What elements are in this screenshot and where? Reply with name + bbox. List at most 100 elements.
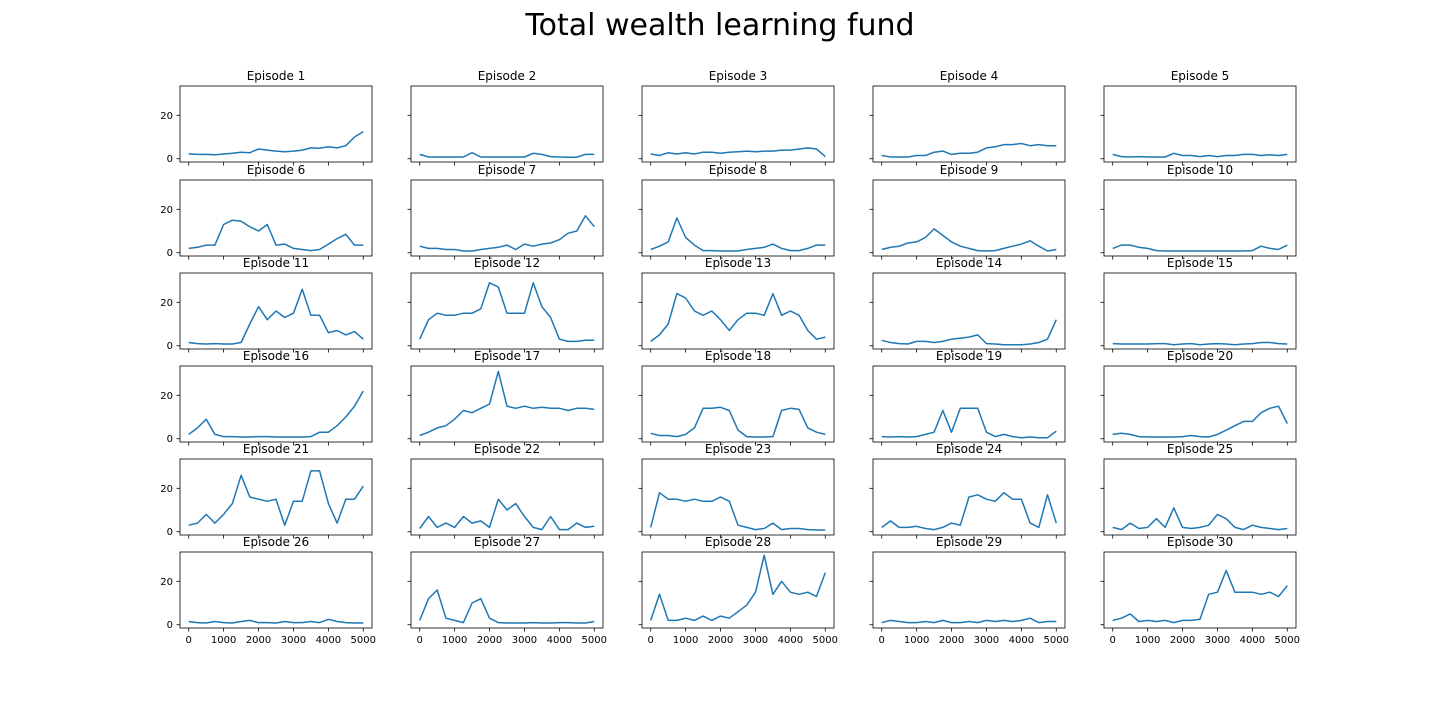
series-line [188,130,364,156]
x-tick-label: 2000 [246,635,271,646]
subplot: Episode 14 [869,256,1066,353]
subplot: Episode 12 [407,256,604,353]
series-line [881,142,1057,158]
y-tick-label: 20 [160,111,173,122]
subplot: Episode 20 [1100,349,1297,446]
axes-frame [872,179,1066,257]
x-tick-label: 0 [417,635,423,646]
subplot-title: Episode 12 [474,256,540,270]
subplot: Episode 24 [869,442,1066,539]
x-tick-label: 2000 [477,635,502,646]
subplot: Episode 9 [869,163,1066,260]
axes-frame [179,365,373,443]
y-tick-label: 0 [167,434,173,445]
subplot: Episode 22 [407,442,604,539]
axes-frame [641,365,835,443]
subplot: Episode 3 [638,69,835,166]
x-tick-label: 3000 [512,635,537,646]
x-tick-label: 2000 [1170,635,1195,646]
subplot: Episode 18 [638,349,835,446]
subplot-title: Episode 21 [243,442,309,456]
subplot-title: Episode 13 [705,256,771,270]
axes-frame [179,179,373,257]
subplot: Episode 6 0 20 [160,163,373,260]
axes-frame [410,85,604,163]
x-tick-label: 1000 [211,635,236,646]
series-line [1112,341,1288,346]
series-line [881,228,1057,252]
subplot: Episode 23 [638,442,835,539]
series-line [1112,569,1288,624]
subplot-title: Episode 5 [1171,69,1230,83]
x-tick-label: 1000 [904,635,929,646]
subplot-title: Episode 26 [243,535,309,549]
axes-frame [872,85,1066,163]
axes-frame [641,458,835,536]
subplot-title: Episode 10 [1167,163,1233,177]
subplot: Episode 19 [869,349,1066,446]
subplot-title: Episode 28 [705,535,771,549]
axes-frame [641,272,835,350]
subplot: Episode 17 [407,349,604,446]
series-line [188,618,364,624]
y-tick-label: 20 [160,484,173,495]
subplot-title: Episode 14 [936,256,1002,270]
x-tick-label: 4000 [547,635,572,646]
x-tick-label: 4000 [778,635,803,646]
subplot: Episode 13 [638,256,835,353]
subplot: Episode 15 [1100,256,1297,353]
x-tick-label: 1000 [442,635,467,646]
y-tick-label: 0 [167,341,173,352]
subplot-title: Episode 16 [243,349,309,363]
series-line [419,151,595,158]
subplot-title: Episode 1 [247,69,306,83]
series-line [419,589,595,624]
subplot-title: Episode 15 [1167,256,1233,270]
x-tick-label: 3000 [281,635,306,646]
series-line [419,498,595,531]
axes-frame [1103,85,1297,163]
x-tick-label: 1000 [673,635,698,646]
subplot-title: Episode 11 [243,256,309,270]
subplot: Episode 28 0 1000 2000 3000 4000 5000 [638,535,838,646]
subplot-title: Episode 17 [474,349,540,363]
series-line [188,390,364,438]
series-line [881,319,1057,346]
subplot: Episode 1 0 20 [160,69,373,166]
x-tick-label: 3000 [1205,635,1230,646]
axes-frame [410,551,604,629]
y-tick-label: 20 [160,391,173,402]
axes-frame [179,85,373,163]
series-line [881,491,1058,531]
subplot-title: Episode 23 [705,442,771,456]
series-line [649,554,827,622]
subplot-title: Episode 6 [247,163,306,177]
subplot: Episode 5 [1100,69,1297,166]
axes-frame [410,179,604,257]
x-tick-label: 4000 [1240,635,1265,646]
subplot-title: Episode 19 [936,349,1002,363]
series-line [1112,152,1288,158]
x-tick-label: 2000 [939,635,964,646]
subplot-title: Episode 22 [474,442,540,456]
subplot: Episode 27 0 1000 2000 3000 4000 5000 [407,535,607,646]
series-line [881,407,1057,439]
series-line [419,370,595,437]
series-line [419,282,595,343]
subplot-title: Episode 18 [705,349,771,363]
axes-frame [179,272,373,350]
subplot-title: Episode 20 [1167,349,1233,363]
subplot-title: Episode 7 [478,163,537,177]
axes-frame [1103,458,1297,536]
axes-frame [872,551,1066,629]
x-tick-label: 2000 [708,635,733,646]
subplot: Episode 7 [407,163,604,260]
y-tick-label: 20 [160,205,173,216]
y-tick-label: 0 [167,248,173,259]
subplot: Episode 8 [638,163,835,260]
series-line [1112,405,1288,438]
x-tick-label: 5000 [813,635,838,646]
figure-title: Total wealth learning fund [525,8,915,43]
series-line [649,491,826,531]
x-tick-label: 0 [186,635,192,646]
